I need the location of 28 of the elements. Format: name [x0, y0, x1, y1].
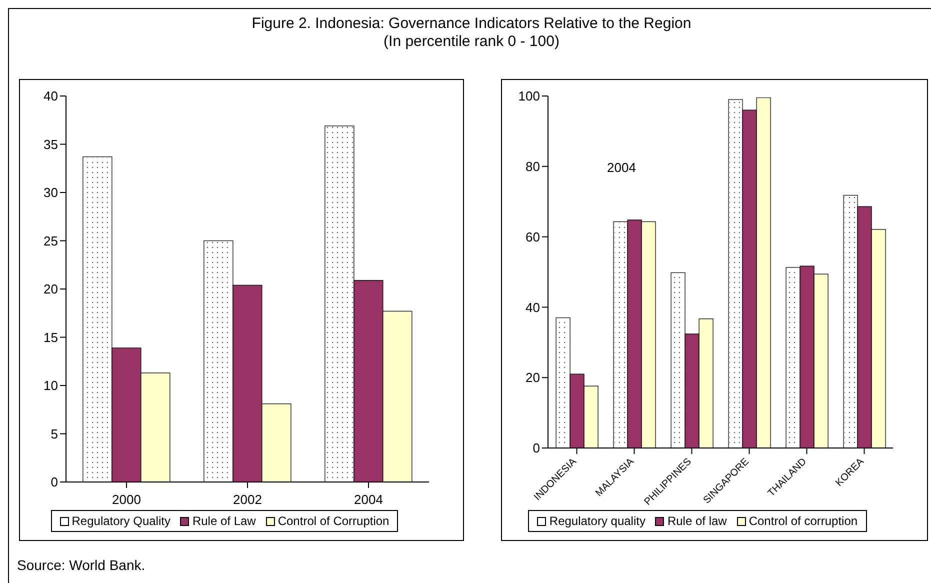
- y-tick-label: 35: [44, 136, 58, 152]
- x-tick-label: 2002: [233, 492, 262, 507]
- annotation: 2004: [607, 160, 636, 175]
- x-tick-label: 2004: [354, 492, 383, 507]
- text: (In percentile rank 0 - 100): [382, 33, 560, 51]
- y-tick-label: 100: [518, 88, 540, 104]
- y-tick-label: 20: [44, 282, 58, 297]
- y-tick-label: 10: [44, 378, 58, 394]
- y-tick-label: 15: [44, 330, 58, 345]
- y-tick-label: 80: [526, 159, 540, 174]
- x-tick-label: 2000: [112, 492, 141, 507]
- legend-label: Regulatory Quality: [72, 514, 170, 528]
- text: Figure 2. Indonesia: Governance Indicators Relative to the Region: [250, 15, 692, 33]
- source-note: Source: World Bank.: [17, 557, 146, 573]
- y-tick-label: 40: [44, 88, 58, 104]
- y-tick-label: 30: [44, 185, 58, 200]
- legend-label: Control of Corruption: [278, 514, 390, 528]
- y-tick-label: 25: [44, 233, 58, 248]
- legend-label: Control of corruption: [748, 514, 858, 528]
- y-tick-label: 0: [50, 474, 58, 490]
- legend-label: Rule of law: [667, 514, 727, 528]
- y-tick-label: 40: [526, 300, 540, 315]
- y-tick-label: 60: [526, 229, 540, 244]
- legend-label: Regulatory quality: [549, 514, 646, 528]
- legend-label: Rule of Law: [192, 514, 256, 528]
- y-tick-label: 0: [532, 440, 540, 456]
- y-tick-label: 20: [526, 370, 540, 386]
- y-tick-label: 5: [50, 426, 58, 442]
